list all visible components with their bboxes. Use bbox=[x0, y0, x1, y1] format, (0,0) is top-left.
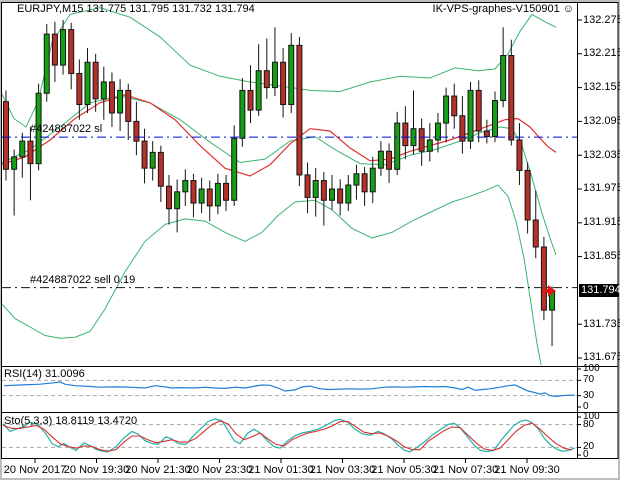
time-axis-label: 20 Nov 21:30 bbox=[125, 464, 191, 476]
time-axis-label: 20 Nov 19:30 bbox=[63, 464, 130, 476]
current-price-value: 131.794 bbox=[581, 284, 620, 297]
brand-text: IK-VPS-graphes-V150901 bbox=[432, 3, 560, 15]
price-axis-label: 132.275 bbox=[583, 13, 620, 26]
price-axis-label: 131.975 bbox=[583, 182, 620, 195]
price-axis-label: 132.035 bbox=[583, 148, 620, 161]
sto-d-line bbox=[2, 420, 573, 452]
rsi-indicator-label: RSI(14) 31.0096 bbox=[4, 368, 85, 380]
time-axis-label: 21 Nov 03:30 bbox=[309, 464, 376, 476]
sub-axis-label: 100 bbox=[583, 411, 600, 422]
rsi-panel bbox=[2, 379, 577, 398]
time-axis-label: 21 Nov 01:30 bbox=[248, 464, 314, 476]
sub-axis-label: 20 bbox=[583, 441, 595, 453]
order-sl-label[interactable]: #424887022 sl bbox=[30, 123, 103, 136]
sub-axis-label: 30 bbox=[583, 389, 595, 401]
price-arrow-icon bbox=[548, 284, 556, 297]
smiley-icon: ☺ bbox=[562, 3, 574, 15]
price-axis-label: 131.675 bbox=[583, 351, 620, 364]
bb-lower-line bbox=[2, 184, 542, 365]
main-chart-panel bbox=[2, 7, 577, 365]
sto-k-line bbox=[2, 418, 576, 453]
price-axis-label: 132.215 bbox=[583, 47, 620, 60]
candles bbox=[3, 20, 556, 347]
time-axis-label: 21 Nov 05:30 bbox=[371, 464, 437, 476]
price-axis-label: 131.735 bbox=[583, 317, 620, 330]
chart-title: EURJPY,M15 131.775 131.795 131.732 131.7… bbox=[17, 3, 255, 15]
sub-axis-label: 100 bbox=[583, 363, 600, 374]
panel-frame bbox=[1, 2, 619, 459]
price-axis-label: 132.155 bbox=[583, 81, 620, 94]
sub-axis-label: 0 bbox=[583, 401, 589, 412]
time-axis-label: 20 Nov 23:30 bbox=[186, 464, 253, 476]
price-axis-label: 132.095 bbox=[583, 114, 620, 127]
price-arrow-icon bbox=[542, 288, 550, 293]
time-axis-label: 21 Nov 09:30 bbox=[494, 464, 560, 476]
rsi-line bbox=[3, 381, 575, 398]
order-sell-label[interactable]: #424887022 sell 0.19 bbox=[30, 273, 136, 286]
time-axis-label: 20 Nov 2017 bbox=[3, 464, 67, 476]
sub-axis-label: 70 bbox=[583, 374, 595, 386]
sto-panel bbox=[2, 418, 577, 453]
time-axis-label: 21 Nov 07:30 bbox=[432, 464, 499, 476]
price-axis-label: 131.855 bbox=[583, 250, 620, 263]
sub-axis-label: 0 bbox=[583, 449, 589, 460]
price-axis-label: 131.915 bbox=[583, 216, 620, 229]
sub-axis-label: 80 bbox=[583, 418, 595, 430]
current-price-box: 131.794 bbox=[579, 284, 620, 298]
sto-indicator-label: Sto(5,3,3) 18.8119 13.4720 bbox=[4, 415, 138, 427]
brand-label: IK-VPS-graphes-V150901 ☺ bbox=[433, 3, 574, 15]
